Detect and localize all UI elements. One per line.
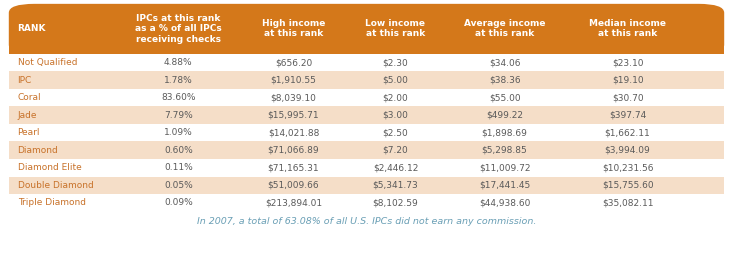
Text: Double Diamond: Double Diamond [18, 181, 93, 190]
Text: Average income
at this rank: Average income at this rank [464, 19, 545, 38]
Bar [9, 141, 724, 159]
FancyBboxPatch shape [9, 4, 724, 212]
FancyBboxPatch shape [9, 4, 724, 54]
Bar [9, 89, 724, 106]
Text: $14,021.88: $14,021.88 [268, 128, 319, 137]
Text: Not Qualified: Not Qualified [18, 58, 77, 67]
Text: $7.20: $7.20 [383, 146, 408, 155]
Text: $10,231.56: $10,231.56 [602, 163, 653, 172]
Text: $71,165.31: $71,165.31 [268, 163, 320, 172]
Text: Median income
at this rank: Median income at this rank [589, 19, 666, 38]
Text: $44,938.60: $44,938.60 [479, 198, 530, 207]
Text: $35,082.11: $35,082.11 [602, 198, 653, 207]
Text: $17,441.45: $17,441.45 [479, 181, 530, 190]
Text: Diamond: Diamond [18, 146, 59, 155]
Bar [9, 71, 724, 89]
Text: 83.60%: 83.60% [161, 93, 196, 102]
Text: $8,039.10: $8,039.10 [270, 93, 317, 102]
Bar [9, 106, 724, 124]
Text: $71,066.89: $71,066.89 [268, 146, 320, 155]
Bar [9, 31, 724, 54]
Text: $38.36: $38.36 [489, 76, 520, 84]
Text: $19.10: $19.10 [612, 76, 644, 84]
Text: Triple Diamond: Triple Diamond [18, 198, 86, 207]
Text: $2,446.12: $2,446.12 [373, 163, 418, 172]
Text: IPCs at this rank
as a % of all IPCs
receiving checks: IPCs at this rank as a % of all IPCs rec… [135, 14, 221, 44]
Text: Coral: Coral [18, 93, 41, 102]
Text: $3,994.09: $3,994.09 [605, 146, 650, 155]
Text: Low income
at this rank: Low income at this rank [366, 19, 425, 38]
Text: 0.60%: 0.60% [164, 146, 193, 155]
Text: 4.88%: 4.88% [164, 58, 193, 67]
Bar [9, 194, 724, 204]
Text: $15,995.71: $15,995.71 [268, 111, 320, 120]
Text: $213,894.01: $213,894.01 [265, 198, 322, 207]
Text: $1,910.55: $1,910.55 [270, 76, 317, 84]
Text: 0.05%: 0.05% [164, 181, 193, 190]
Text: $8,102.59: $8,102.59 [372, 198, 419, 207]
Text: RANK: RANK [18, 24, 46, 33]
Bar [9, 124, 724, 141]
Text: High income
at this rank: High income at this rank [262, 19, 325, 38]
Text: 1.78%: 1.78% [164, 76, 193, 84]
Text: $3.00: $3.00 [383, 111, 408, 120]
Text: $11,009.72: $11,009.72 [479, 163, 530, 172]
Text: 1.09%: 1.09% [164, 128, 193, 137]
Text: 7.79%: 7.79% [164, 111, 193, 120]
Text: $2.30: $2.30 [383, 58, 408, 67]
Text: $1,898.69: $1,898.69 [482, 128, 528, 137]
Text: In 2007, a total of 63.08% of all U.S. IPCs did not earn any commission.: In 2007, a total of 63.08% of all U.S. I… [197, 217, 536, 226]
Text: $5,298.85: $5,298.85 [482, 146, 528, 155]
Text: Diamond Elite: Diamond Elite [18, 163, 81, 172]
Text: 0.11%: 0.11% [164, 163, 193, 172]
Text: $656.20: $656.20 [275, 58, 312, 67]
FancyBboxPatch shape [9, 194, 724, 211]
Text: $5,341.73: $5,341.73 [372, 181, 419, 190]
Text: $2.00: $2.00 [383, 93, 408, 102]
Text: $51,009.66: $51,009.66 [268, 181, 320, 190]
Text: $1,662.11: $1,662.11 [605, 128, 650, 137]
Bar [9, 177, 724, 194]
Text: Jade: Jade [18, 111, 37, 120]
Bar [9, 159, 724, 177]
Text: $5.00: $5.00 [383, 76, 408, 84]
Text: $55.00: $55.00 [489, 93, 520, 102]
Text: 0.09%: 0.09% [164, 198, 193, 207]
Text: $34.06: $34.06 [489, 58, 520, 67]
Text: $397.74: $397.74 [609, 111, 647, 120]
Text: $2.50: $2.50 [383, 128, 408, 137]
Text: IPC: IPC [18, 76, 32, 84]
Text: $499.22: $499.22 [486, 111, 523, 120]
Text: Pearl: Pearl [18, 128, 40, 137]
Text: $15,755.60: $15,755.60 [602, 181, 653, 190]
Text: $30.70: $30.70 [612, 93, 644, 102]
Text: $23.10: $23.10 [612, 58, 644, 67]
Bar [9, 54, 724, 71]
